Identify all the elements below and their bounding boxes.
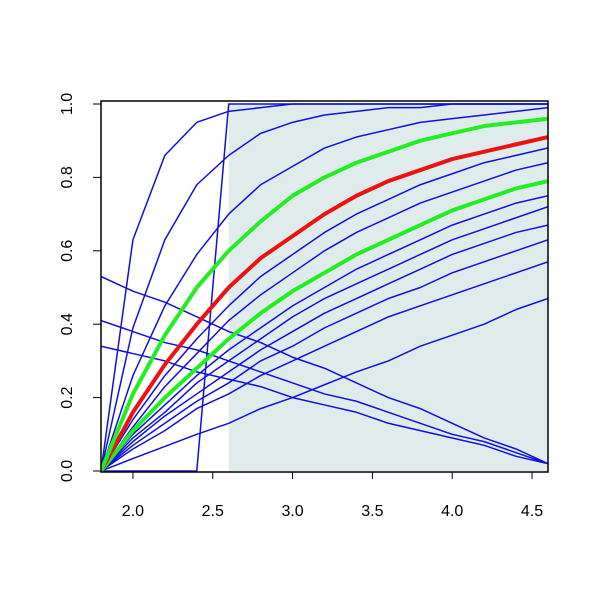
curve <box>101 239 548 472</box>
y-tick-label: 0.6 <box>59 240 76 262</box>
curve <box>101 103 548 472</box>
y-tick-label: 0.0 <box>59 460 76 482</box>
x-tick-label: 2.0 <box>122 503 144 520</box>
curve <box>101 161 548 472</box>
curve <box>101 135 548 472</box>
curve <box>101 345 548 465</box>
curve <box>101 206 548 472</box>
x-tick-label: 4.5 <box>521 503 543 520</box>
curve <box>101 195 548 472</box>
x-tick-label: 4.0 <box>441 503 463 520</box>
x-tick-label: 3.0 <box>281 503 303 520</box>
x-tick-label: 2.5 <box>202 503 224 520</box>
curve <box>101 224 548 472</box>
curve <box>101 147 548 472</box>
y-tick-label: 1.0 <box>59 93 76 115</box>
curve <box>101 116 548 472</box>
y-tick-label: 0.8 <box>59 166 76 188</box>
shaded-region <box>228 104 548 471</box>
curve <box>101 275 548 465</box>
curve <box>101 179 548 472</box>
curve <box>101 297 548 472</box>
curve <box>101 319 548 465</box>
curve <box>101 261 548 472</box>
y-tick-label: 0.2 <box>59 386 76 408</box>
y-tick-label: 0.4 <box>59 313 76 335</box>
x-tick-label: 3.5 <box>361 503 383 520</box>
curve <box>101 106 548 472</box>
plot-frame <box>100 100 549 473</box>
